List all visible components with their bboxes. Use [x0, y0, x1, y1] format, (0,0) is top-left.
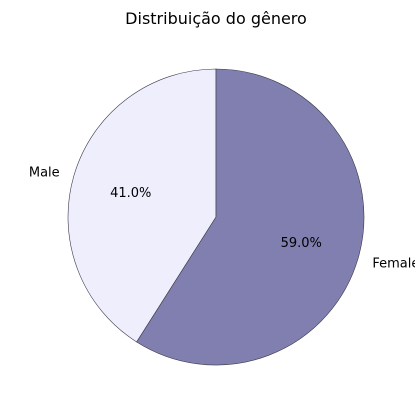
- slice-label-male: Male: [29, 166, 60, 181]
- pie-slice-male: [67, 68, 217, 343]
- pie-slices: [67, 68, 365, 366]
- slice-percent-female: 59.0%: [281, 236, 322, 251]
- slice-percent-male: 41.0%: [110, 186, 151, 201]
- slice-label-female: Female: [372, 256, 415, 271]
- pie-labels: Male 41.0% Female 59.0%: [29, 166, 415, 272]
- chart-title: Distribuição do gênero: [125, 9, 307, 28]
- pie-slice-female: [136, 68, 365, 366]
